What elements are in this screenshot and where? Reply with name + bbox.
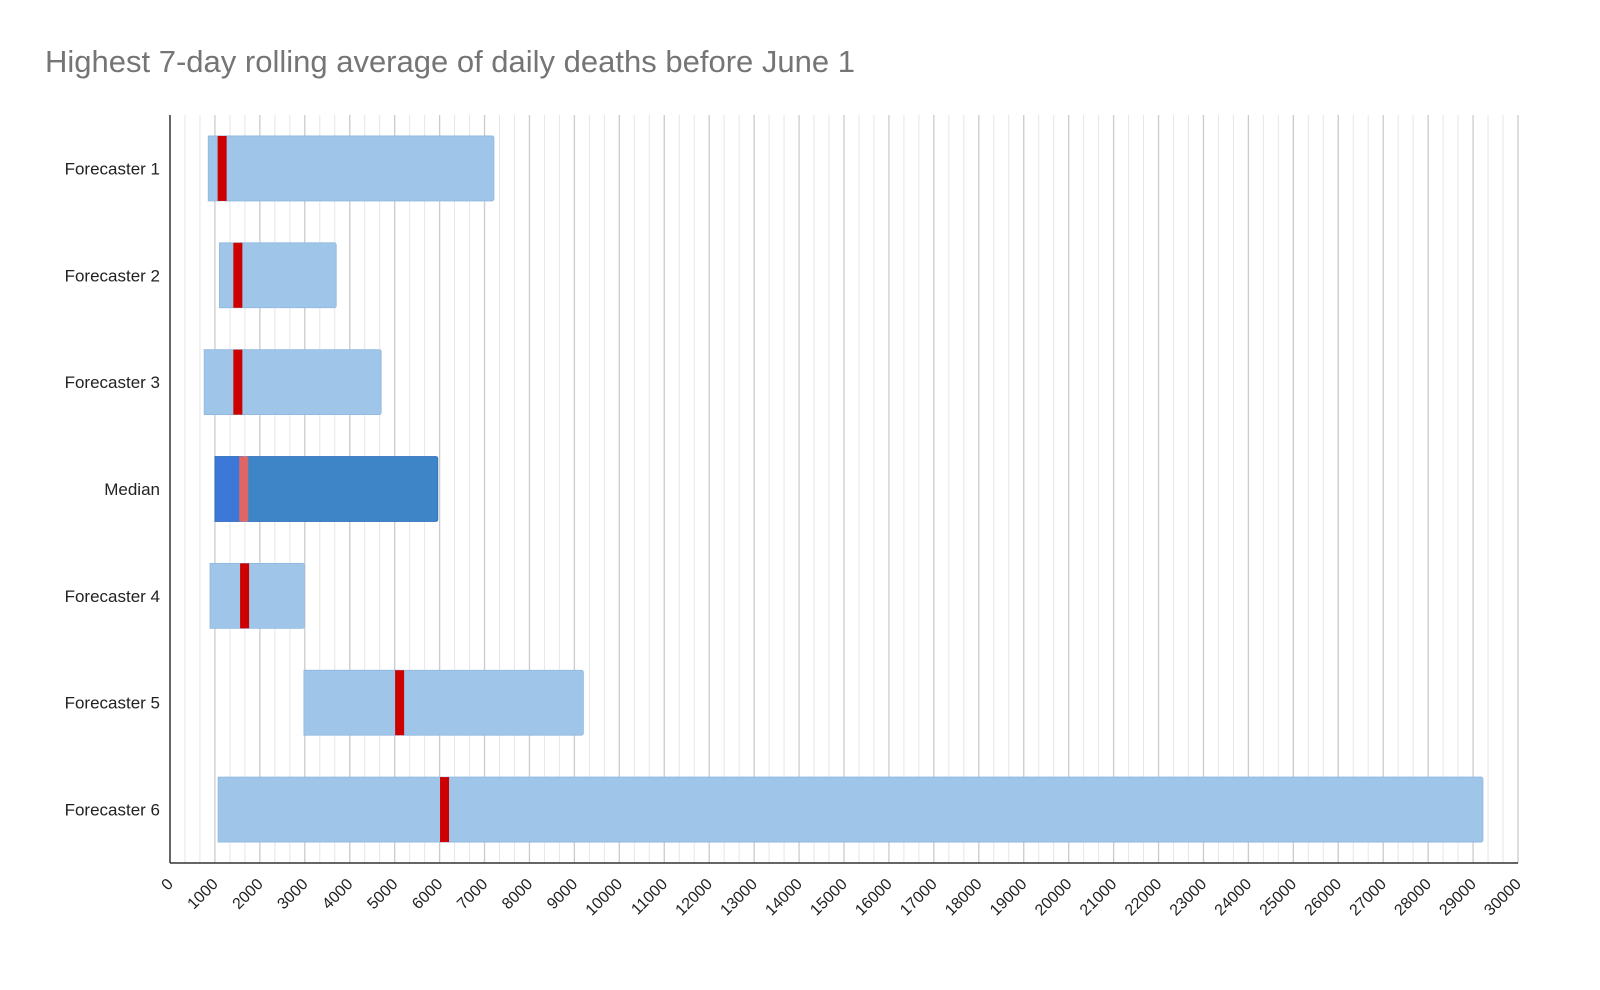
y-category-label: Forecaster 6 — [65, 801, 160, 820]
x-tick-label: 0 — [159, 876, 177, 894]
x-tick-label: 23000 — [1167, 876, 1211, 920]
x-tick-label: 6000 — [409, 876, 446, 913]
x-tick-label: 28000 — [1391, 876, 1435, 920]
x-tick-label: 9000 — [544, 876, 581, 913]
y-category-label: Forecaster 1 — [65, 159, 160, 178]
x-tick-label: 30000 — [1481, 876, 1525, 920]
median-marker — [233, 242, 243, 308]
x-tick-label: 24000 — [1212, 876, 1256, 920]
range-bar-upper — [237, 242, 337, 309]
range-bar-upper — [399, 669, 584, 736]
x-tick-label: 10000 — [583, 876, 627, 920]
chart-title: Highest 7-day rolling average of daily d… — [45, 44, 855, 79]
median-marker — [440, 777, 450, 843]
range-bar-lower — [303, 669, 401, 736]
bar-group-forecaster-5 — [303, 669, 584, 736]
x-tick-label: 12000 — [673, 876, 717, 920]
bar-group-median — [214, 456, 439, 522]
x-tick-label: 26000 — [1302, 876, 1346, 920]
range-bar-lower — [209, 562, 245, 629]
x-tick-label: 19000 — [987, 876, 1031, 920]
y-category-label: Forecaster 3 — [65, 373, 160, 392]
range-bar-upper — [444, 776, 1484, 843]
x-tick-label: 16000 — [852, 876, 896, 920]
range-bar-upper — [243, 456, 439, 522]
x-tick-label: 1000 — [185, 876, 222, 913]
x-tick-label: 13000 — [717, 876, 761, 920]
y-category-label: Forecaster 2 — [65, 266, 160, 285]
bar-group-forecaster-6 — [217, 776, 1484, 843]
x-tick-label: 3000 — [274, 876, 311, 913]
y-category-label: Median — [104, 480, 160, 499]
x-tick-label: 15000 — [807, 876, 851, 920]
x-tick-label: 5000 — [364, 876, 401, 913]
range-bar-upper — [237, 349, 382, 416]
x-tick-label: 29000 — [1436, 876, 1480, 920]
x-tick-label: 18000 — [942, 876, 986, 920]
x-tick-label: 14000 — [762, 876, 806, 920]
median-marker — [217, 135, 227, 201]
x-tick-label: 7000 — [454, 876, 491, 913]
range-bar-lower — [214, 456, 245, 522]
x-tick-label: 11000 — [628, 876, 671, 919]
y-category-label: Forecaster 4 — [65, 587, 160, 606]
median-marker — [395, 670, 405, 736]
bar-group-forecaster-2 — [219, 242, 337, 309]
bar-group-forecaster-1 — [207, 135, 495, 202]
median-marker — [240, 563, 250, 629]
y-category-label: Forecaster 5 — [65, 694, 160, 713]
x-tick-label: 4000 — [319, 876, 356, 913]
x-tick-label: 8000 — [499, 876, 536, 913]
bar-group-forecaster-4 — [209, 562, 305, 629]
x-tick-label: 22000 — [1122, 876, 1166, 920]
range-bar-upper — [244, 562, 305, 629]
bar-group-forecaster-3 — [203, 349, 382, 416]
range-bar-lower — [217, 776, 445, 843]
x-tick-label: 2000 — [230, 876, 267, 913]
x-tick-label: 21000 — [1077, 876, 1121, 920]
x-tick-label: 25000 — [1257, 876, 1301, 920]
median-marker — [239, 456, 249, 522]
median-marker — [233, 349, 243, 415]
x-tick-label: 20000 — [1032, 876, 1076, 920]
range-bar-upper — [221, 135, 495, 202]
x-tick-label: 17000 — [897, 876, 941, 920]
range-bar-lower — [203, 349, 239, 416]
x-tick-label: 27000 — [1347, 876, 1391, 920]
